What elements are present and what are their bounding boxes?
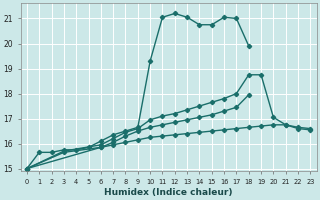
X-axis label: Humidex (Indice chaleur): Humidex (Indice chaleur): [104, 188, 233, 197]
